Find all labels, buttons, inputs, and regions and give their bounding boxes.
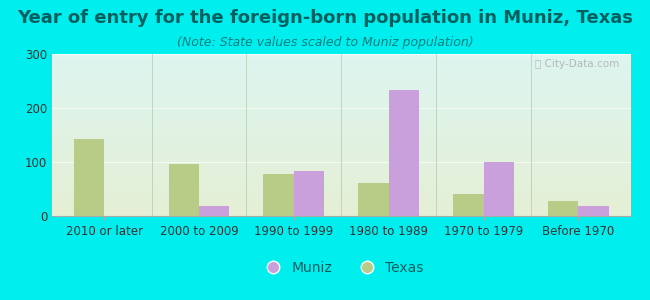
Bar bbox=[453, 194, 484, 216]
Bar bbox=[294, 171, 324, 216]
Legend: Muniz, Texas: Muniz, Texas bbox=[254, 255, 429, 280]
Text: Year of entry for the foreign-born population in Muniz, Texas: Year of entry for the foreign-born popul… bbox=[17, 9, 633, 27]
Bar bbox=[548, 201, 578, 216]
Bar bbox=[74, 139, 104, 216]
Bar bbox=[199, 206, 229, 216]
Bar bbox=[484, 162, 514, 216]
Text: Ⓢ City-Data.com: Ⓢ City-Data.com bbox=[535, 59, 619, 69]
Text: (Note: State values scaled to Muniz population): (Note: State values scaled to Muniz popu… bbox=[177, 36, 473, 49]
Bar bbox=[263, 174, 294, 216]
Bar bbox=[358, 182, 389, 216]
Bar bbox=[168, 164, 199, 216]
Bar bbox=[389, 90, 419, 216]
Bar bbox=[578, 206, 608, 216]
